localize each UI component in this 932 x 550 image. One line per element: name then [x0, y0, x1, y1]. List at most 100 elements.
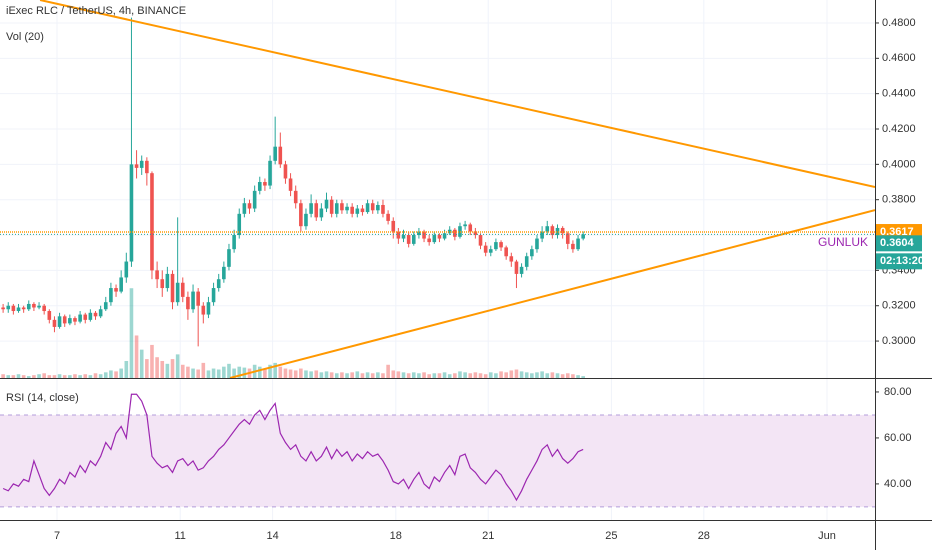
volume-bar [83, 374, 88, 378]
candle-body [499, 242, 503, 248]
y-tick-label: 0.3000 [882, 335, 916, 347]
rsi-tick-label: 80.00 [884, 386, 912, 398]
volume-bar [453, 373, 457, 378]
volume-bar [386, 364, 390, 378]
candle-body [560, 227, 565, 234]
volume-bar [473, 372, 478, 378]
volume-bar [411, 372, 416, 378]
volume-bar [191, 368, 195, 378]
volume-bar [535, 372, 539, 378]
candle-body [278, 146, 283, 165]
candle-body [191, 291, 195, 310]
volume-bar [175, 354, 180, 378]
candle-body [222, 266, 226, 280]
volume-bar [329, 372, 334, 378]
candle-body [437, 235, 442, 239]
volume-bar [530, 373, 534, 378]
volume-bar [114, 371, 118, 378]
volume-bar [16, 374, 21, 378]
volume-bar [21, 375, 26, 378]
candle-body [427, 238, 431, 243]
x-tick-label: 7 [54, 530, 60, 542]
volume-bar [396, 371, 401, 378]
x-tick-label: 21 [482, 530, 494, 542]
volume-bar [273, 362, 277, 378]
candle-body [206, 302, 211, 315]
candle-body [432, 235, 437, 243]
volume-bar [268, 364, 272, 378]
volume-bar [288, 369, 293, 378]
volume-bar [391, 370, 396, 378]
candle-body [304, 213, 308, 227]
candle-body [360, 208, 365, 213]
volume-bar [560, 374, 565, 378]
volume-bar [345, 373, 349, 378]
x-tick-label: Jun [818, 530, 836, 542]
candle-body [211, 288, 216, 303]
candle-body [463, 224, 467, 227]
candle-body [488, 249, 493, 253]
volume-bar [555, 373, 560, 378]
volume-bar [165, 363, 170, 378]
y-tick-label: 0.4200 [882, 123, 916, 135]
candle-body [299, 203, 303, 227]
candle-body [196, 291, 200, 306]
volume-bar [134, 335, 139, 378]
volume-bar [1, 374, 5, 378]
candle-body [227, 249, 231, 267]
volume-bar [88, 375, 93, 378]
candle-body [581, 234, 585, 239]
candle-body [124, 261, 129, 278]
volume-bar [68, 375, 72, 378]
candle-body [524, 256, 529, 267]
candle-body [247, 203, 252, 209]
volume-bar [124, 360, 129, 378]
volume-bar [6, 375, 11, 378]
candle-body [555, 227, 560, 236]
volume-bar [180, 364, 185, 378]
candle-body [83, 314, 88, 320]
volume-bar [432, 373, 437, 378]
candle-body [293, 190, 298, 204]
volume-bar [417, 373, 421, 378]
volume-bar [545, 373, 550, 378]
candle-body [186, 296, 190, 310]
rsi-line [2, 393, 584, 502]
volume-bar [514, 369, 519, 378]
volume-bar [237, 366, 242, 378]
candle-body [545, 226, 550, 232]
volume-bar [257, 366, 262, 378]
volume-bar [103, 372, 108, 378]
candle-body [119, 277, 123, 292]
candle-body [16, 307, 21, 312]
candle-body [370, 203, 375, 211]
volume-bar [227, 363, 231, 378]
volume-bar [139, 349, 144, 378]
line-label: GUNLUK [818, 235, 868, 249]
volume-bar [550, 372, 555, 378]
candle-body [52, 319, 57, 327]
x-tick-label: 25 [605, 530, 617, 542]
candle-body [314, 203, 319, 218]
volume-bar [32, 375, 36, 378]
candle-body [237, 213, 242, 236]
candle-body [145, 160, 149, 174]
volume-bar [314, 370, 319, 378]
candle-body [170, 273, 175, 303]
volume-bar [422, 372, 426, 378]
candle-body [88, 312, 93, 320]
volume-bar [381, 373, 385, 378]
candle-body [530, 249, 534, 257]
candle-body [6, 305, 11, 310]
volume-bar [155, 357, 159, 378]
volume-bar [504, 372, 508, 378]
volume-bar [365, 372, 370, 378]
volume-bar [334, 373, 339, 378]
candle-body [216, 279, 221, 289]
volume-bar [571, 374, 575, 378]
volume-bar [11, 375, 16, 378]
candle-body [329, 199, 334, 214]
volume-bar [581, 376, 585, 378]
volume-bar [186, 366, 190, 378]
volume-bar [324, 371, 329, 378]
